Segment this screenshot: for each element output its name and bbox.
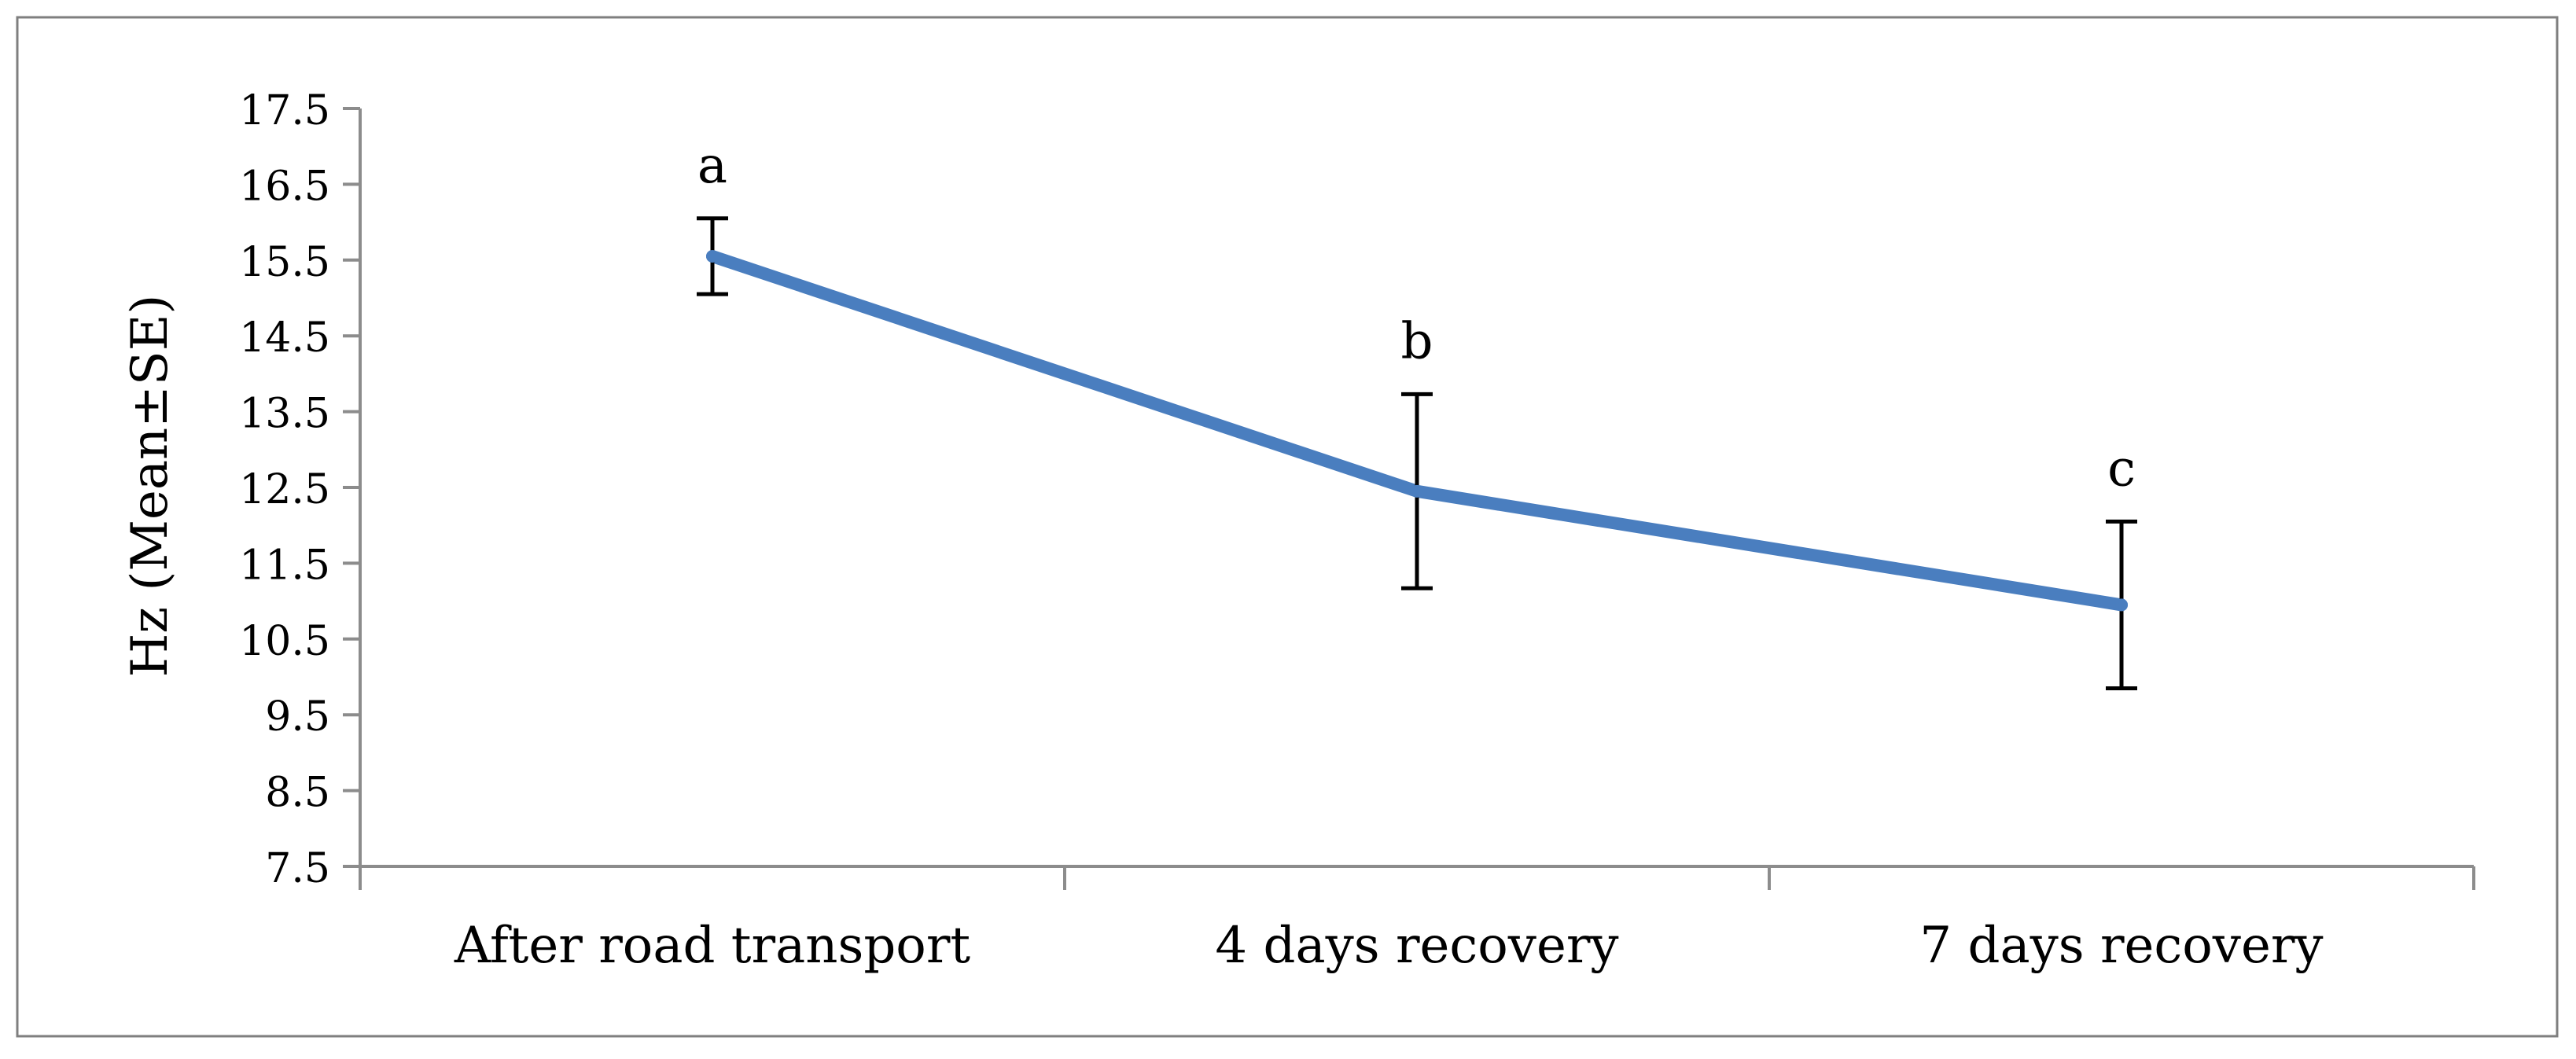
data-point — [706, 249, 719, 263]
y-tick-label: 14.5 — [239, 314, 330, 362]
data-point — [1411, 484, 1423, 498]
y-tick-label: 15.5 — [239, 239, 330, 286]
x-axis: After road transport 4 days recovery 7 day… — [359, 865, 2475, 975]
significance-label: a — [697, 137, 727, 195]
y-axis: 7.5 8.5 9.5 10.5 11.5 12.5 13.5 14.5 15.5 16.5 17.… — [239, 87, 362, 892]
series-layer: a b c — [697, 137, 2137, 690]
significance-label: c — [2107, 439, 2136, 498]
y-tick-label: 11.5 — [239, 542, 330, 589]
y-axis-title: Hz (Mean±SE) — [121, 295, 179, 678]
x-tick-label: 4 days recovery — [1215, 917, 1618, 975]
y-tick-label: 7.5 — [265, 845, 330, 892]
y-tick-label: 17.5 — [239, 87, 330, 134]
chart-border — [16, 16, 2559, 1038]
y-tick-label: 8.5 — [265, 770, 330, 817]
data-point — [2115, 598, 2128, 612]
y-tick-label: 13.5 — [239, 391, 330, 438]
y-tick-label: 10.5 — [239, 618, 330, 665]
y-tick-label: 12.5 — [239, 466, 330, 513]
x-tick-label: After road transport — [454, 917, 971, 975]
x-tick-label: 7 days recovery — [1919, 917, 2323, 975]
y-tick-label: 16.5 — [239, 163, 330, 210]
significance-label: b — [1401, 312, 1433, 370]
y-tick-label: 9.5 — [265, 693, 330, 741]
